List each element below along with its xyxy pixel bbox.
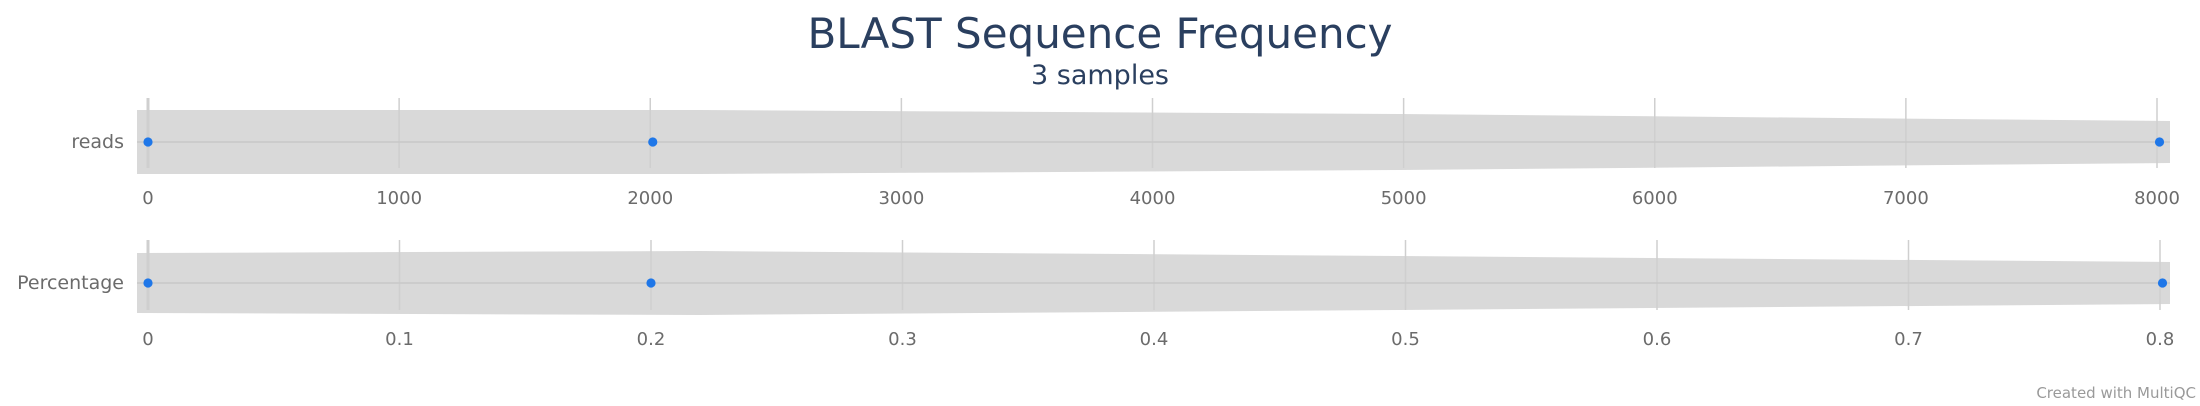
panel-reads: 0 1000 2000 3000 4000 5000 6000 7000 8000 reads [71, 98, 2180, 209]
tick-label: 0.3 [888, 329, 917, 350]
tick-label: 0.8 [2146, 329, 2175, 350]
tick-label: 1000 [376, 188, 422, 209]
tick-label: 7000 [1883, 188, 1929, 209]
tick-label: 8000 [2134, 188, 2180, 209]
data-point [2154, 137, 2165, 147]
tick-label: 0.2 [637, 329, 666, 350]
row-label-reads: reads [71, 131, 124, 153]
chart-title: BLAST Sequence Frequency [807, 9, 1392, 58]
tick-label: 0.6 [1643, 329, 1672, 350]
data-point [143, 137, 153, 147]
chart-subtitle: 3 samples [1031, 60, 1169, 91]
tick-label: 5000 [1381, 188, 1427, 209]
tick-label: 0.7 [1894, 329, 1923, 350]
tick-label: 2000 [627, 188, 673, 209]
tick-label: 0 [142, 329, 153, 350]
created-with-credit[interactable]: Created with MultiQC [2036, 384, 2196, 402]
panel-percentage: 0 0.1 0.2 0.3 0.4 0.5 0.6 0.7 0.8 Percentage [17, 240, 2174, 350]
tick-label: 0 [142, 188, 153, 209]
data-point [143, 278, 153, 288]
tick-label: 0.4 [1140, 329, 1169, 350]
tick-label: 6000 [1632, 188, 1678, 209]
row-label-percentage: Percentage [17, 272, 124, 294]
data-point [2157, 278, 2168, 288]
tick-label: 3000 [878, 188, 924, 209]
data-point [648, 137, 658, 147]
tick-label: 0.1 [385, 329, 414, 350]
tick-label: 4000 [1130, 188, 1176, 209]
data-point [646, 278, 656, 288]
tick-label: 0.5 [1391, 329, 1420, 350]
